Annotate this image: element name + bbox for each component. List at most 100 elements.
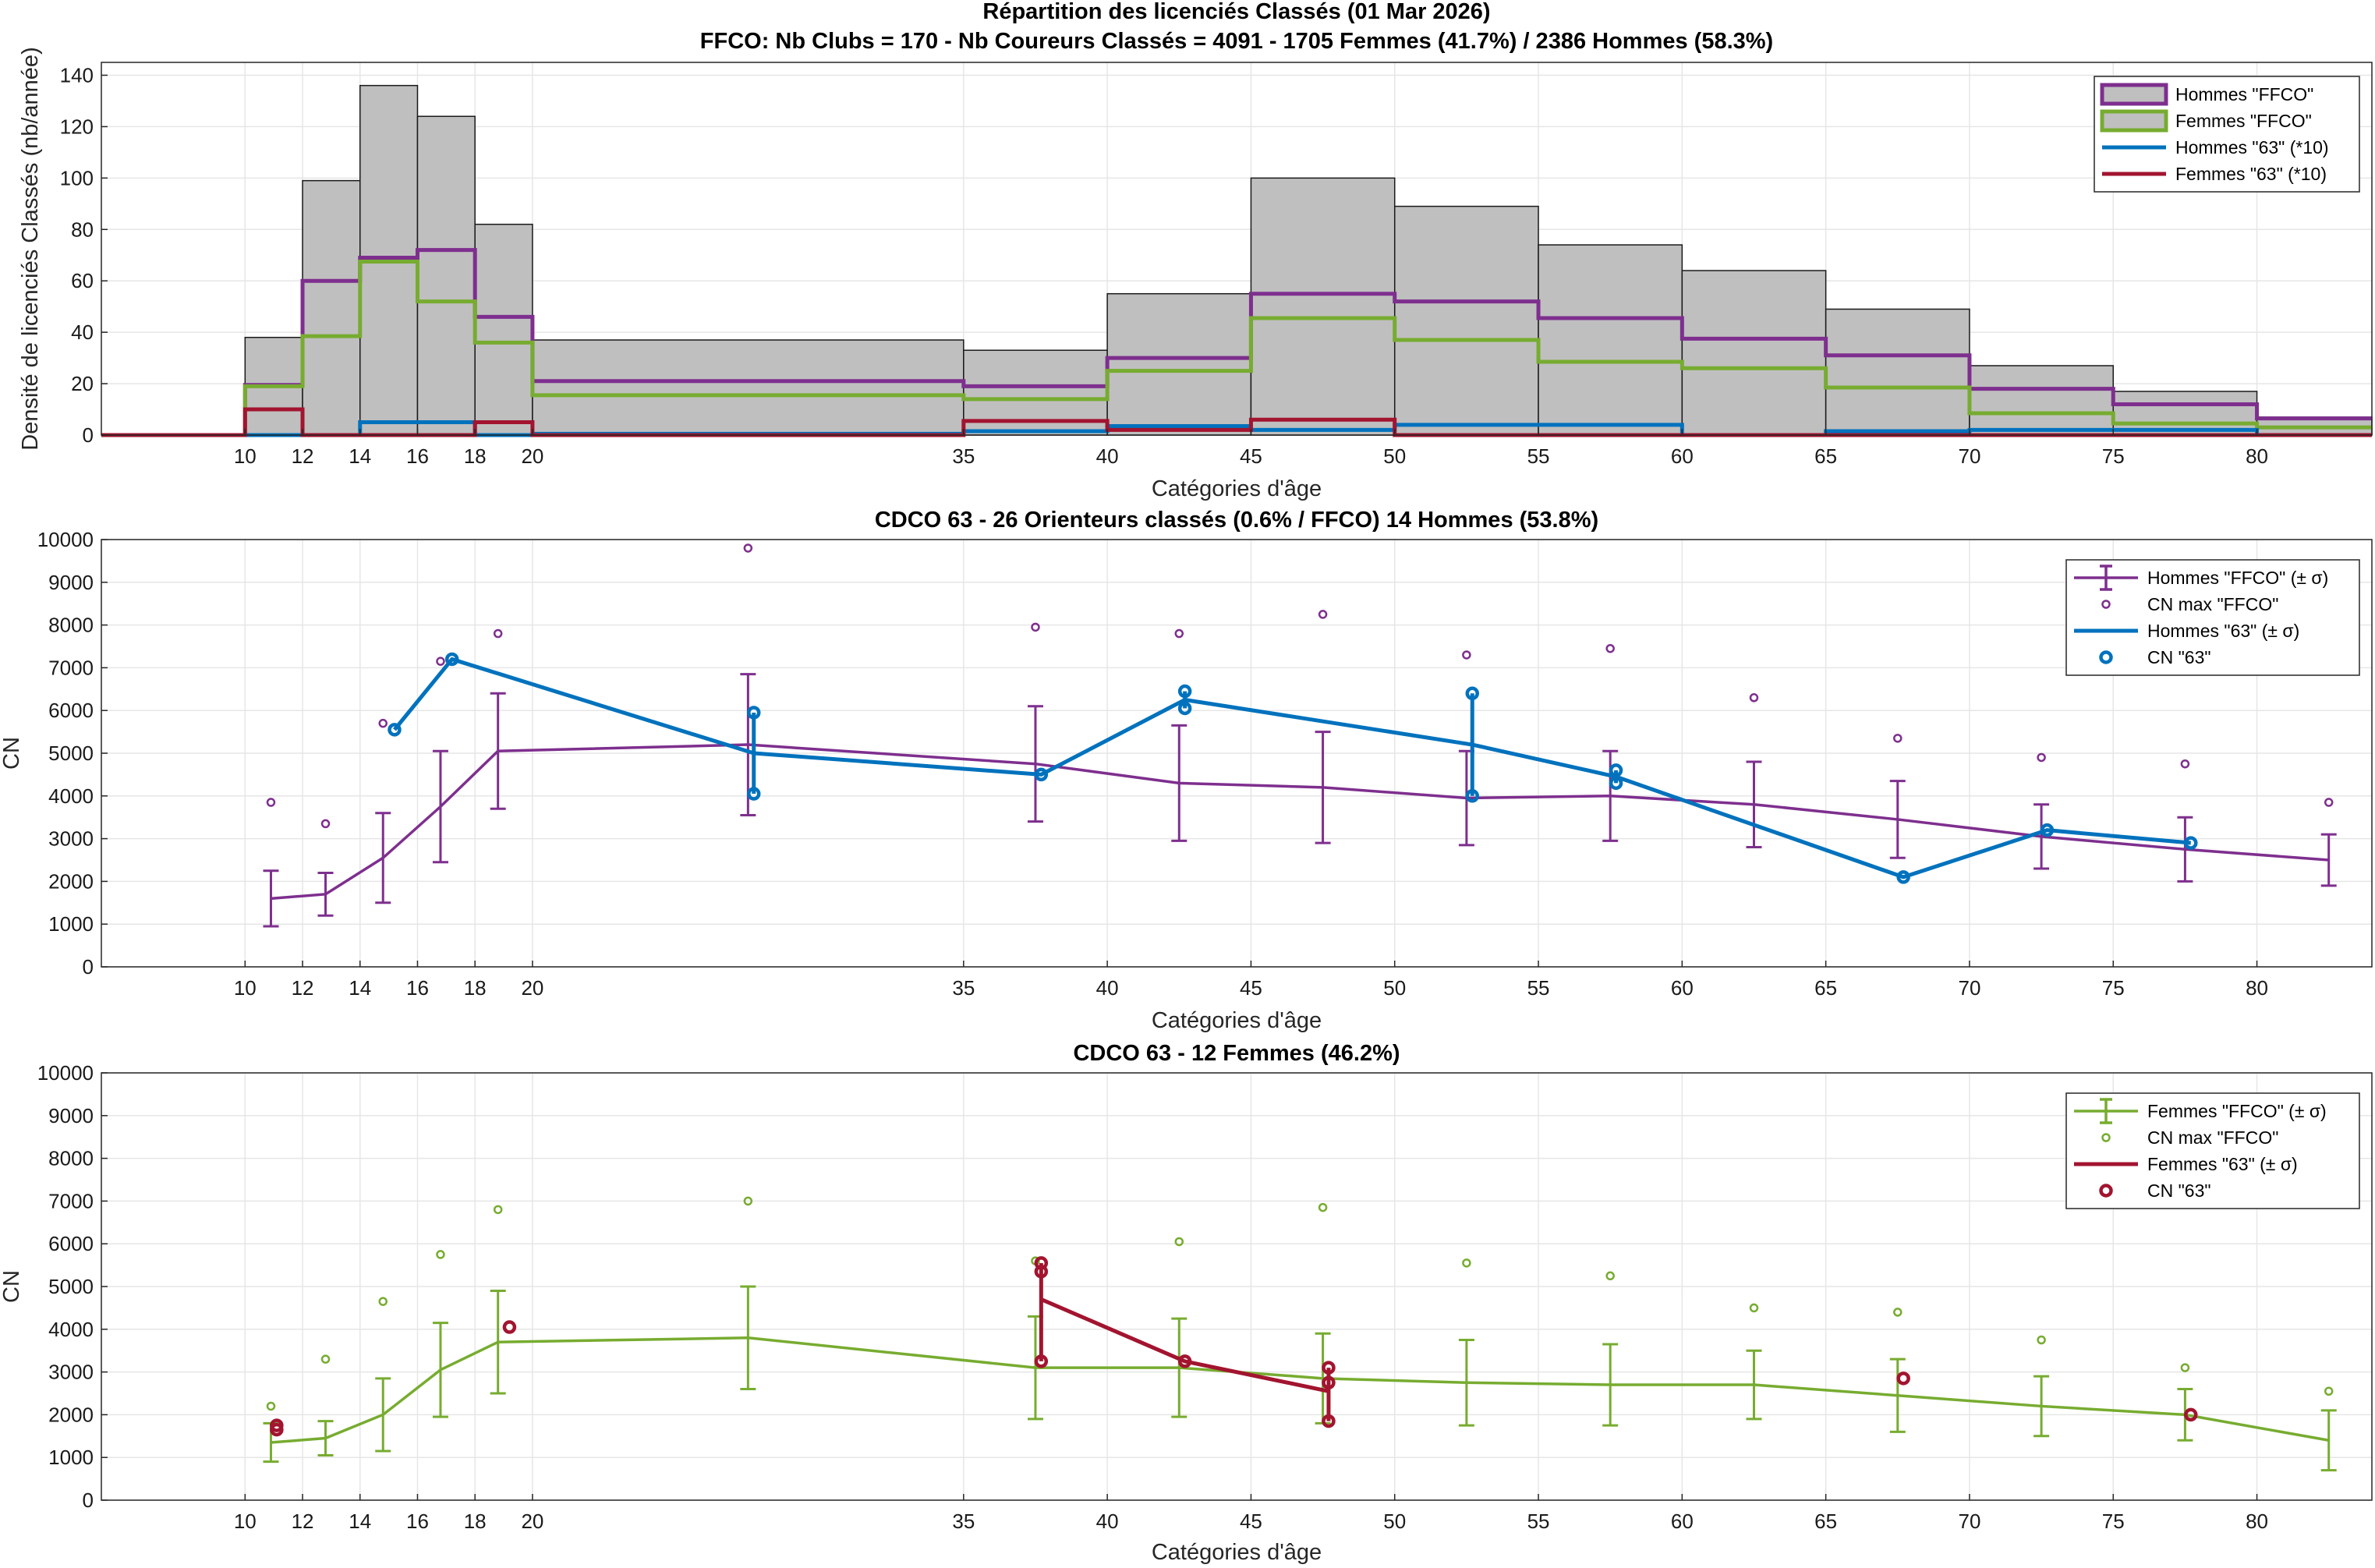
women-ffco-max-point <box>1174 1237 1184 1247</box>
women-local-point <box>1034 1265 1049 1279</box>
hist-x-tick-label: 20 <box>521 444 543 468</box>
men-x-tick-label: 55 <box>1527 976 1550 1000</box>
hist-x-tick-label: 60 <box>1671 444 1694 468</box>
men-y-tick-label: 5000 <box>48 742 94 765</box>
hist-x-tick-label: 65 <box>1814 444 1837 468</box>
men-panel-title: CDCO 63 - 26 Orienteurs classés (0.6% / … <box>875 508 1598 533</box>
women-local-line <box>1040 1297 1329 1393</box>
men-x-tick-label: 16 <box>406 976 429 1000</box>
hist-x-tick-label: 45 <box>1240 444 1262 468</box>
women-local-point <box>270 1422 284 1437</box>
women-y-tick-label: 7000 <box>48 1189 94 1212</box>
hist-total-bar <box>1969 365 2115 436</box>
men-legend-item-swatch <box>2101 600 2111 609</box>
women-x-tick-label: 14 <box>349 1510 371 1533</box>
men-ffco-max-point <box>1318 610 1328 619</box>
women-y-tick-label: 5000 <box>48 1275 94 1298</box>
men-local-point <box>1177 701 1192 716</box>
men-x-tick-label: 75 <box>2102 976 2125 1000</box>
women-legend-item-swatch <box>2101 1133 2111 1142</box>
women-x-tick-label: 80 <box>2246 1510 2268 1533</box>
hist-legend-item-label: Femmes "63" (*10) <box>2175 164 2327 184</box>
women-ffco-max-point <box>436 1250 445 1259</box>
women-local-point <box>2184 1407 2198 1422</box>
women-ffco-mean-line <box>271 1336 2330 1444</box>
women-local-point <box>1322 1414 1336 1428</box>
women-y-tick-label: 0 <box>83 1488 94 1512</box>
men-y-tick-label: 8000 <box>48 614 94 637</box>
men-ffco-max-point <box>493 628 503 639</box>
hist-legend-item-label: Hommes "63" (*10) <box>2175 137 2329 158</box>
women-ffco-max-point <box>743 1196 753 1206</box>
hist-x-tick-label: 55 <box>1527 444 1550 468</box>
men-x-tick-label: 65 <box>1814 976 1837 1000</box>
men-x-tick-label: 20 <box>521 976 543 1000</box>
hist-series-1-step-line <box>101 259 2372 437</box>
men-x-tick-label: 50 <box>1383 976 1406 1000</box>
hist-x-tick-label: 18 <box>464 444 487 468</box>
hist-axes-box <box>101 62 2373 436</box>
women-ffco-max-point <box>1605 1271 1615 1281</box>
hist-y-axis-label: Densité de licenciés Classés (nb/année) <box>18 47 43 450</box>
men-x-tick-label: 45 <box>1240 976 1262 1000</box>
hist-total-bar <box>1106 292 1252 436</box>
men-y-tick-label: 2000 <box>48 869 94 893</box>
women-panel-title: CDCO 63 - 12 Femmes (46.2%) <box>1073 1041 1400 1066</box>
women-x-axis-label: Catégories d'âge <box>1152 1540 1322 1565</box>
women-x-tick-label: 45 <box>1240 1510 1262 1533</box>
women-y-tick-label: 1000 <box>48 1446 94 1469</box>
men-legend-item-swatch <box>2099 650 2113 664</box>
women-x-tick-label: 60 <box>1671 1510 1694 1533</box>
men-local-point <box>444 652 459 667</box>
hist-x-axis-label: Catégories d'âge <box>1152 476 1322 501</box>
men-ffco-max-point <box>1174 628 1184 639</box>
men-x-axis-label: Catégories d'âge <box>1152 1008 1322 1033</box>
hist-y-tick-label: 20 <box>71 372 94 395</box>
women-x-tick-label: 35 <box>952 1510 975 1533</box>
men-ffco-mean-line <box>271 743 2329 901</box>
men-ffco-max-point <box>2037 752 2046 763</box>
hist-subtitle: FFCO: Nb Clubs = 170 - Nb Coureurs Class… <box>700 29 1773 54</box>
men-x-tick-label: 60 <box>1671 976 1694 1000</box>
hist-x-tick-label: 35 <box>952 444 975 468</box>
women-x-tick-label: 16 <box>406 1510 429 1533</box>
men-local-point <box>1034 767 1049 782</box>
hist-x-tick-label: 50 <box>1383 444 1406 468</box>
men-local-point <box>388 723 402 737</box>
women-ffco-max-point <box>320 1354 331 1364</box>
men-local-point <box>1896 870 1910 884</box>
women-x-tick-label: 40 <box>1096 1510 1119 1533</box>
men-local-point <box>1465 686 1480 701</box>
hist-y-tick-label: 140 <box>60 63 94 87</box>
hist-total-bar <box>1393 205 1539 436</box>
hist-total-bar <box>1825 308 1970 436</box>
women-x-tick-label: 65 <box>1814 1510 1837 1533</box>
women-y-tick-label: 9000 <box>48 1104 94 1127</box>
men-ffco-max-point <box>2324 798 2334 807</box>
women-x-tick-label: 55 <box>1527 1510 1550 1533</box>
hist-y-tick-label: 80 <box>71 218 94 241</box>
men-y-tick-label: 7000 <box>48 656 94 679</box>
hist-total-bar <box>302 179 361 436</box>
men-x-tick-label: 14 <box>349 976 371 1000</box>
women-ffco-max-point <box>493 1205 503 1215</box>
women-y-tick-label: 6000 <box>48 1232 94 1255</box>
hist-x-tick-label: 80 <box>2246 444 2268 468</box>
men-y-tick-label: 3000 <box>48 827 94 851</box>
men-legend-item-label: Hommes "FFCO" (± σ) <box>2147 568 2328 588</box>
women-y-tick-label: 4000 <box>48 1318 94 1341</box>
men-y-tick-label: 0 <box>83 955 94 979</box>
men-local-point <box>1609 763 1623 777</box>
men-x-tick-label: 18 <box>464 976 487 1000</box>
women-y-tick-label: 10000 <box>37 1061 94 1085</box>
hist-total-bar <box>532 339 965 436</box>
men-local-point <box>1465 789 1480 803</box>
women-local-point <box>502 1320 517 1334</box>
women-x-tick-label: 70 <box>1958 1510 1980 1533</box>
hist-total-bar <box>416 115 476 436</box>
men-local-point <box>2184 836 2198 850</box>
hist-x-tick-label: 14 <box>349 444 371 468</box>
women-ffco-max-point <box>2037 1335 2046 1345</box>
hist-total-bar <box>1538 244 1683 436</box>
